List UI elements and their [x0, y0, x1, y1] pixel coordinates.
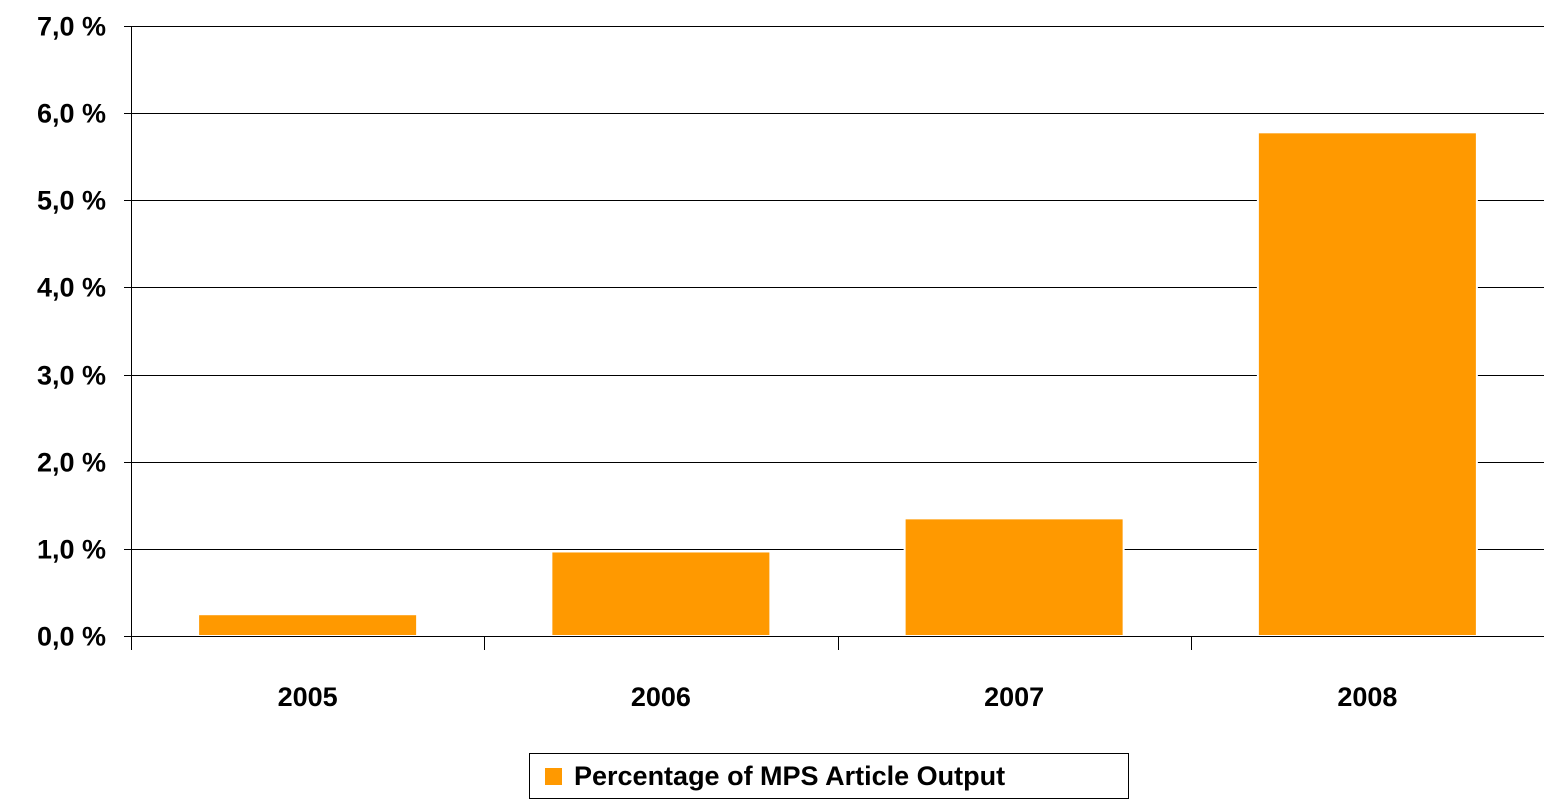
y-tick-label: 6,0 % [37, 99, 106, 129]
x-tick-label: 2006 [631, 682, 691, 712]
legend-swatch [545, 767, 562, 785]
chart-legend: Percentage of MPS Article Output [529, 753, 1129, 799]
y-tick-label: 3,0 % [37, 361, 106, 391]
bar [903, 517, 1125, 637]
y-tick-label: 7,0 % [37, 12, 106, 42]
y-tick-label: 4,0 % [37, 273, 106, 303]
bar [550, 550, 772, 638]
y-tick-label: 0,0 % [37, 622, 106, 652]
y-tick-label: 1,0 % [37, 535, 106, 565]
x-tick-label: 2005 [278, 682, 338, 712]
bar [197, 613, 419, 638]
x-tick-label: 2007 [984, 682, 1044, 712]
y-tick-label: 2,0 % [37, 448, 106, 478]
y-tick-label: 5,0 % [37, 186, 106, 216]
legend-label: Percentage of MPS Article Output [574, 760, 1006, 791]
bar [1256, 131, 1478, 637]
x-tick-label: 2008 [1337, 682, 1397, 712]
